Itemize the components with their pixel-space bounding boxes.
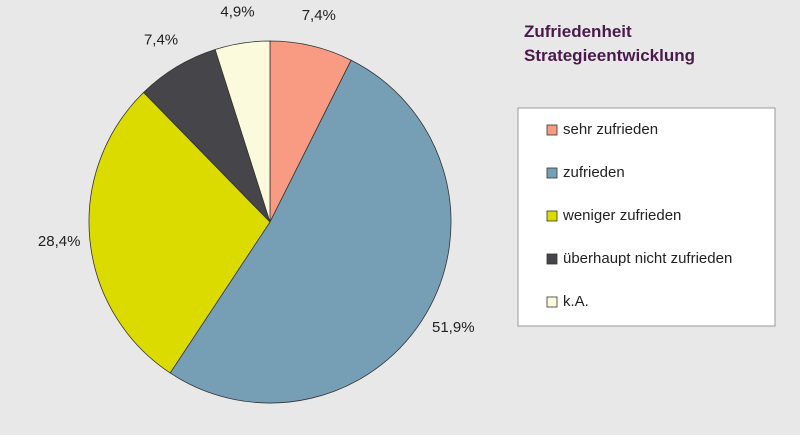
legend-label: zufrieden	[563, 164, 625, 181]
legend-label: sehr zufrieden	[563, 121, 658, 138]
legend-swatch	[546, 167, 558, 179]
data-label: 51,9%	[432, 319, 475, 336]
data-label: 28,4%	[38, 233, 81, 250]
legend-swatch	[546, 124, 558, 136]
legend-swatch	[546, 253, 558, 265]
legend-swatch	[546, 210, 558, 222]
legend-swatch	[546, 296, 558, 308]
pie-slice	[88, 91, 271, 374]
legend-label: weniger zufrieden	[562, 207, 681, 224]
legend-box	[517, 107, 776, 327]
legend-label: überhaupt nicht zufrieden	[563, 250, 732, 267]
pie-slice	[214, 40, 271, 223]
data-label: 7,4%	[144, 31, 178, 48]
pie-slice	[169, 59, 452, 404]
data-label: 4,9%	[220, 4, 254, 21]
chart-title: Zufriedenheit Strategieentwicklung	[524, 22, 695, 65]
legend-label: k.A.	[563, 293, 589, 310]
data-label: 7,4%	[302, 7, 336, 24]
